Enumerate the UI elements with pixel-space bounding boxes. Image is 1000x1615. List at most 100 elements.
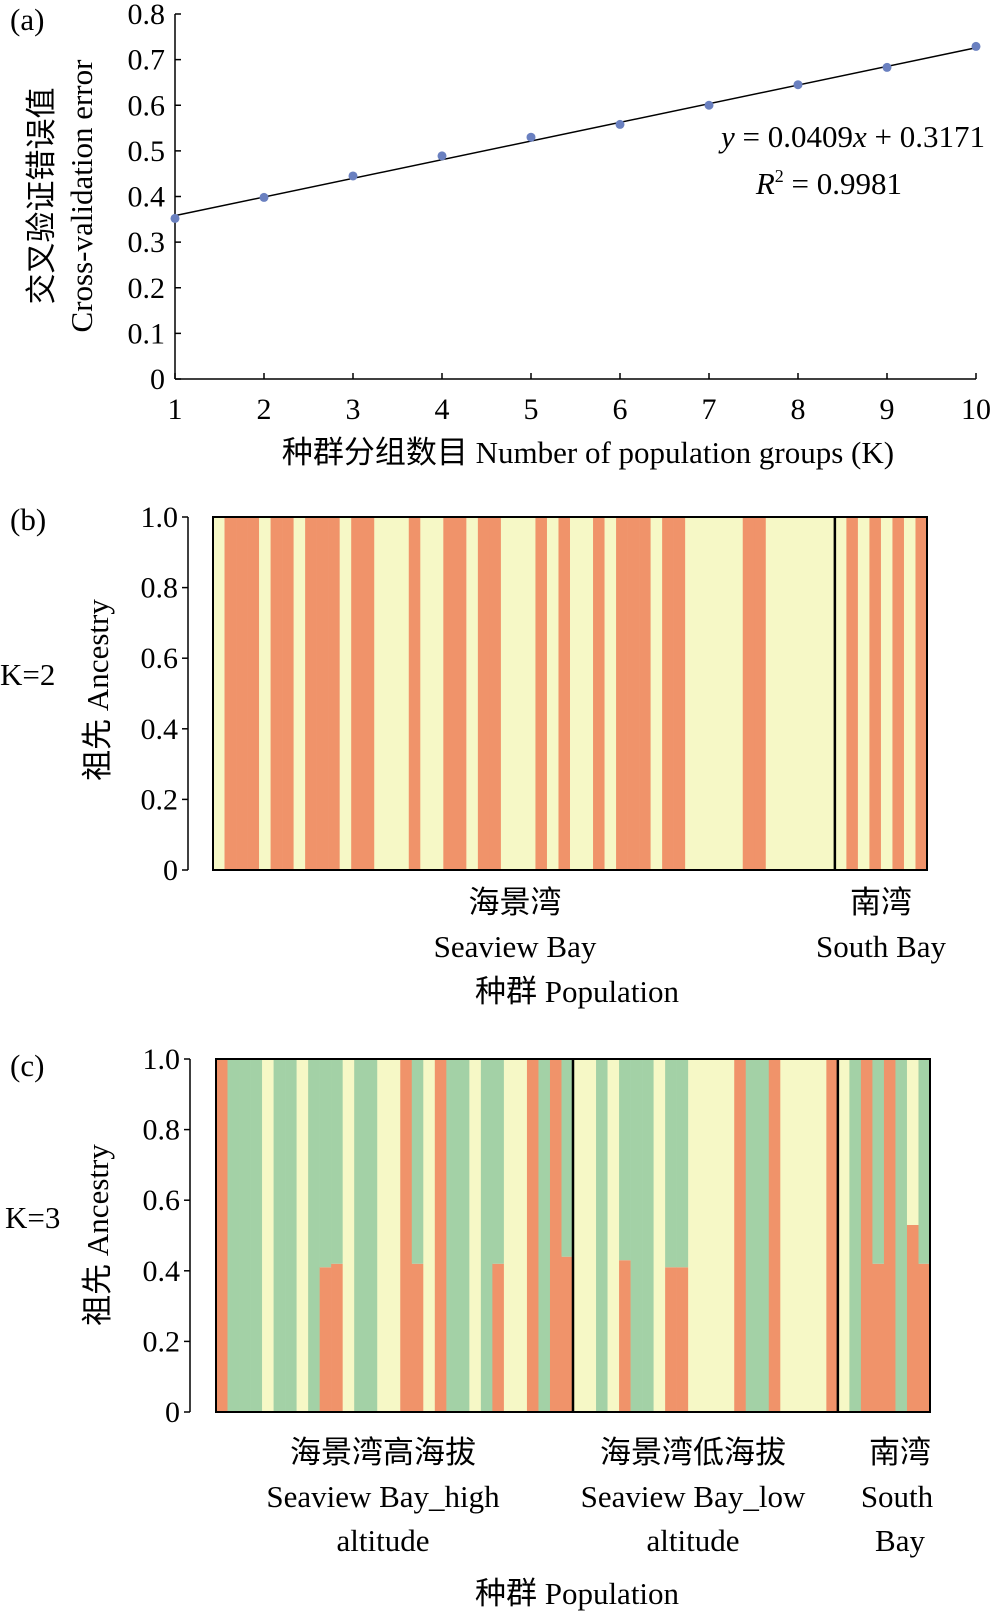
ancestry-bar-segment	[431, 517, 444, 870]
ancestry-bar-segment	[734, 1059, 747, 1412]
ancestry-bar-segment	[492, 1059, 505, 1264]
y-tick-label: 0.3	[128, 226, 166, 259]
ancestry-bar-segment	[216, 1059, 228, 1412]
ancestry-bar-segment	[296, 1059, 309, 1412]
ancestry-bar-segment	[213, 517, 225, 870]
ancestry-bar-segment	[388, 1059, 401, 1412]
ancestry-bar-segment	[331, 1263, 343, 1412]
x-tick-label: 10	[961, 393, 991, 426]
ancestry-bar-segment	[411, 1263, 424, 1412]
ancestry-bar-segment	[535, 517, 548, 870]
panel-b-plot: 0 0.2 0.4 0.6 0.8 1.0	[141, 501, 928, 887]
panel-c-plot: 0 0.2 0.4 0.6 0.8 1.0	[143, 1043, 931, 1429]
ancestry-bar-segment	[262, 1059, 274, 1412]
ancestry-bar-segment	[676, 1267, 689, 1412]
ancestry-bar-segment	[662, 517, 674, 870]
ancestry-bar-segment	[711, 1059, 724, 1412]
ancestry-bar-segment	[765, 517, 778, 870]
y-tick-label: 0	[165, 1396, 180, 1429]
x-tick-label: 1	[168, 393, 183, 426]
plot-frame	[212, 516, 928, 871]
ancestry-bar-segment	[354, 1059, 367, 1412]
ancestry-bar-segment	[604, 517, 617, 870]
ancestry-bar-segment	[719, 517, 732, 870]
ancestry-bar-segment	[823, 517, 836, 870]
group-label-cn: 海景湾低海拔	[600, 1435, 786, 1470]
panel-b: (b) K=2 祖先 Ancestry 0 0.2 0.4 0.6 0.8 1.0 海景湾…	[0, 501, 947, 1009]
x-tick-label: 3	[346, 393, 361, 426]
fit-equation: y = 0.0409x + 0.3171	[718, 119, 985, 154]
ancestry-bar-segment	[918, 1059, 931, 1264]
x-axis-label: 种群分组数目 Number of population groups (K)	[282, 435, 894, 470]
ancestry-bar-segment	[558, 517, 571, 870]
ancestry-bar-segment	[834, 517, 847, 870]
ancestry-bar-segment	[780, 1059, 793, 1412]
ancestry-bar-segment	[650, 517, 663, 870]
ancestry-bar-segment	[319, 1059, 332, 1268]
x-tick-label: 9	[880, 393, 895, 426]
ancestry-bar-segment	[722, 1059, 735, 1412]
y-tick-label: 0.6	[128, 89, 166, 122]
ancestry-bar-segment	[224, 517, 237, 870]
ancestry-bar-segment	[305, 517, 317, 870]
ancestry-bar-segment	[408, 517, 421, 870]
panel-label-b: (b)	[10, 502, 46, 537]
group-label-en: Seaview Bay_high	[266, 1479, 500, 1514]
ancestry-bar-segment	[512, 517, 525, 870]
ancestry-bar-segment	[788, 517, 801, 870]
ancestry-bar-segment	[777, 517, 790, 870]
ancestry-bar-segment	[489, 517, 502, 870]
ancestry-bar-segment	[803, 1059, 816, 1412]
ancestry-bar-segment	[800, 517, 813, 870]
ancestry-bar-segment	[515, 1059, 528, 1412]
ancestry-bar-segment	[791, 1059, 804, 1412]
ancestry-bar-segment	[411, 1059, 424, 1264]
ancestry-bar-segment	[570, 517, 582, 870]
ancestry-bar-segment	[627, 517, 640, 870]
ancestry-bar-segment	[685, 517, 697, 870]
y-tick-label: 0	[150, 363, 165, 396]
ancestry-bar-segment	[561, 1256, 574, 1412]
ancestry-bar-segment	[385, 517, 398, 870]
ancestry-bar-segment	[596, 1059, 608, 1412]
ancestry-bar-segment	[454, 517, 467, 870]
ancestry-bar-segment	[492, 1263, 505, 1412]
ancestry-bar-segment	[915, 517, 928, 870]
data-point	[170, 213, 180, 223]
x-tick-label: 4	[435, 393, 450, 426]
ancestry-bar-segment	[549, 1059, 562, 1412]
panel-label-a: (a)	[10, 2, 44, 37]
y-tick-label: 0.5	[128, 135, 166, 168]
ancestry-bar-segment	[846, 517, 859, 870]
data-point	[259, 192, 269, 202]
data-point	[348, 171, 358, 181]
ancestry-bar-segment	[903, 517, 916, 870]
r2-sup: 2	[775, 166, 784, 186]
ancestry-bar-segment	[699, 1059, 712, 1412]
ancestry-bar-segment	[538, 1059, 551, 1412]
ancestry-bar-segment	[814, 1059, 827, 1412]
ancestry-bar-segment	[742, 517, 755, 870]
ancestry-bar-segment	[423, 1059, 436, 1412]
ancestry-bar-segment	[365, 1059, 378, 1412]
ancestry-bar-segment	[480, 1059, 493, 1412]
group-label-en: Seaview Bay	[434, 929, 597, 964]
panel-c: (c) K=3 祖先 Ancestry 0 0.2 0.4 0.6 0.8 1.0 海景湾…	[5, 1043, 934, 1611]
ancestry-bar-segment	[581, 517, 594, 870]
ancestry-bar-segment	[880, 517, 893, 870]
ancestry-bar-segment	[630, 1059, 643, 1412]
ancestry-bar-segment	[584, 1059, 597, 1412]
y-axis-label-en: Cross-validation error	[64, 59, 99, 333]
data-point	[437, 151, 447, 161]
ancestry-bar-segment	[665, 1059, 677, 1268]
ancestry-bar-segment	[469, 1059, 482, 1412]
y-tick-label: 0.7	[128, 44, 166, 77]
ancestry-bar-segment	[285, 1059, 297, 1412]
ancestry-bar-segment	[397, 517, 410, 870]
ancestry-bar-segment	[708, 517, 721, 870]
data-point	[704, 100, 714, 110]
eq-intercept: + 0.3171	[867, 119, 985, 154]
y-tick-label: 0.6	[141, 642, 179, 675]
x-tick-label: 8	[791, 393, 806, 426]
